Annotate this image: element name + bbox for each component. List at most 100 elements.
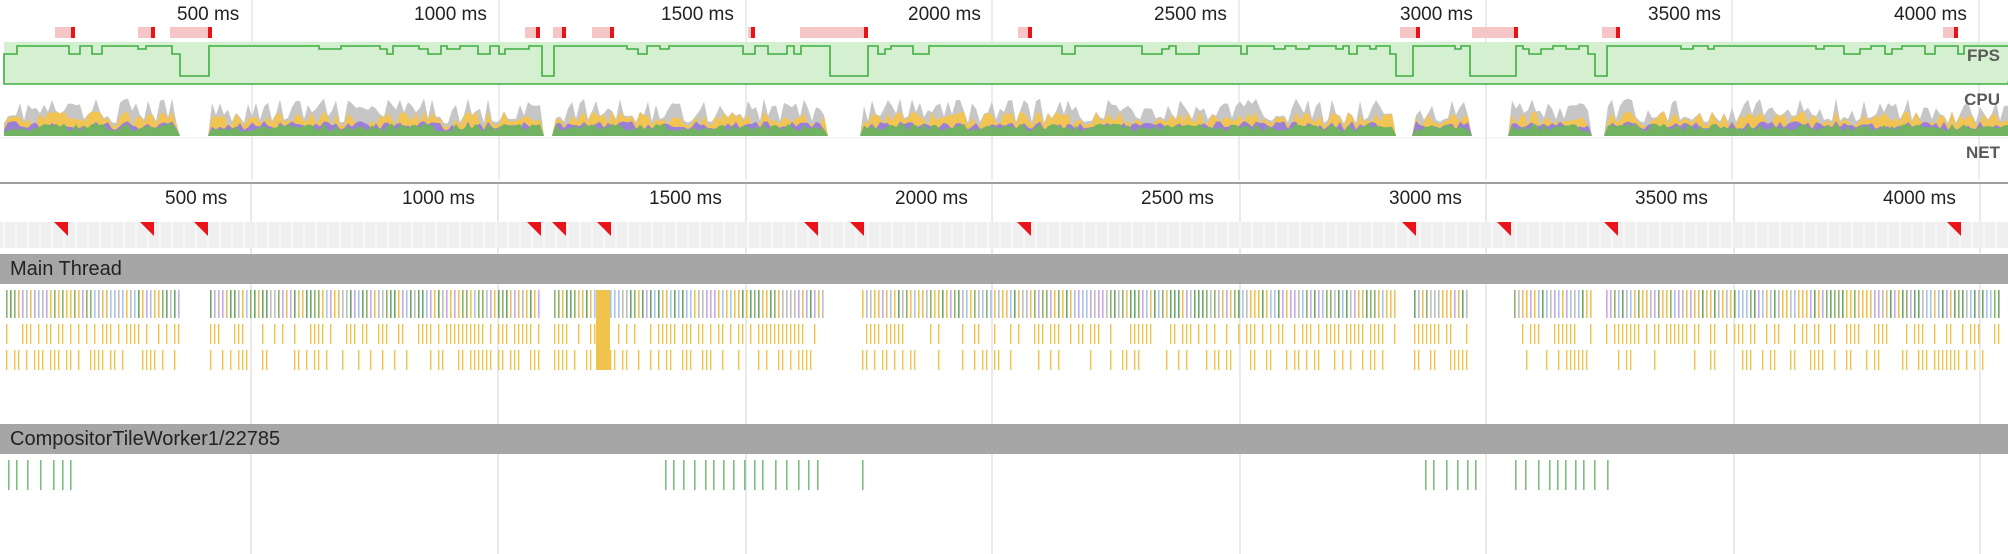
main-thread-header[interactable]: Main Thread	[0, 254, 2008, 284]
main-thread-subtask	[1966, 350, 1968, 370]
main-thread-event	[1082, 290, 1084, 318]
main-thread-task	[1190, 324, 1192, 344]
main-thread-task	[1450, 324, 1452, 344]
compositor-event	[16, 460, 18, 490]
main-thread-event	[1078, 290, 1080, 318]
main-thread-task	[1330, 324, 1332, 344]
main-thread-event	[1946, 290, 1948, 318]
main-thread-subtask	[1934, 350, 1936, 370]
main-thread-event	[1930, 290, 1932, 318]
main-thread-event	[118, 290, 120, 318]
main-thread-task	[318, 324, 320, 344]
compositor-event	[1475, 460, 1477, 490]
main-thread-event	[410, 290, 412, 318]
main-thread-event	[158, 290, 160, 318]
overview-frame-marker	[1602, 27, 1620, 38]
compositor-event	[1557, 460, 1559, 490]
main-thread-task	[786, 324, 788, 344]
main-thread-subtask	[1974, 350, 1976, 370]
overview-frame-marker	[592, 27, 614, 38]
main-thread-event	[458, 290, 460, 318]
main-thread-event	[1838, 290, 1840, 318]
main-thread-event	[970, 290, 972, 318]
main-thread-task	[1686, 324, 1688, 344]
main-thread-subtask	[1618, 350, 1620, 370]
main-thread-event	[642, 290, 644, 318]
main-thread-subtask	[866, 350, 868, 370]
main-thread-event	[1190, 290, 1192, 318]
main-thread-task	[1698, 324, 1700, 344]
main-thread-task	[710, 324, 712, 344]
main-thread-subtask	[1750, 350, 1752, 370]
overview-frame-marker-dropped	[71, 27, 75, 38]
main-thread-subtask	[114, 350, 116, 370]
main-thread-subtask	[174, 350, 176, 370]
main-thread-subtask	[1314, 350, 1316, 370]
main-thread-event	[634, 290, 636, 318]
main-thread-task	[70, 324, 72, 344]
main-thread-subtask	[610, 350, 612, 370]
main-thread-event	[798, 290, 800, 318]
main-thread-event	[1706, 290, 1708, 318]
main-thread-subtask	[42, 350, 44, 370]
main-thread-event	[1950, 290, 1952, 318]
fps-graph	[3, 45, 2008, 85]
main-thread-event	[1674, 290, 1676, 318]
main-thread-task	[470, 324, 472, 344]
main-thread-event	[6, 290, 8, 318]
main-thread-event	[414, 290, 416, 318]
main-thread-subtask	[430, 350, 432, 370]
main-thread-subtask	[614, 350, 616, 370]
main-thread-event	[1010, 290, 1012, 318]
main-thread-event	[1662, 290, 1664, 318]
main-thread-subtask	[566, 350, 568, 370]
main-thread-event	[1586, 290, 1588, 318]
main-thread-task	[562, 324, 564, 344]
main-thread-event	[1582, 290, 1584, 318]
main-thread-event	[1970, 290, 1972, 318]
main-thread-event	[154, 290, 156, 318]
main-thread-event	[250, 290, 252, 318]
main-thread-event	[246, 290, 248, 318]
main-thread-subtask	[102, 350, 104, 370]
timeline-overview[interactable]: FPS CPU NET 500 ms 1000 ms 1500 ms 2000 …	[0, 0, 2008, 184]
main-thread-event	[1070, 290, 1072, 318]
main-thread-event	[1318, 290, 1320, 318]
main-thread-subtask	[778, 350, 780, 370]
main-thread-event	[474, 290, 476, 318]
main-thread-task	[1034, 324, 1036, 344]
main-thread-task	[262, 324, 264, 344]
main-thread-subtask	[342, 350, 344, 370]
main-thread-event	[1118, 290, 1120, 318]
dropped-frame-marker	[140, 222, 154, 236]
main-thread-subtask	[326, 350, 328, 370]
timeline-flamechart[interactable]: 500 ms 1000 ms 1500 ms 2000 ms 2500 ms 3…	[0, 184, 2008, 554]
compositor-event	[673, 460, 675, 490]
main-thread-event	[878, 290, 880, 318]
main-thread-subtask	[1714, 350, 1716, 370]
main-thread-subtask	[1434, 350, 1436, 370]
main-thread-subtask	[874, 350, 876, 370]
overview-tick-4000: 4000 ms	[1894, 4, 1967, 25]
main-thread-event	[1618, 290, 1620, 318]
main-thread-task	[294, 324, 296, 344]
main-thread-event	[1802, 290, 1804, 318]
main-thread-task	[894, 324, 896, 344]
main-thread-subtask	[1906, 350, 1908, 370]
main-thread-event	[662, 290, 664, 318]
main-thread-event	[1622, 290, 1624, 318]
main-thread-event	[718, 290, 720, 318]
main-thread-event	[538, 290, 540, 318]
main-thread-subtask	[210, 350, 212, 370]
main-thread-task	[418, 324, 420, 344]
main-thread-event	[166, 290, 168, 318]
main-thread-task	[6, 324, 8, 344]
main-thread-subtask	[766, 350, 768, 370]
main-thread-event	[526, 290, 528, 318]
main-thread-subtask	[474, 350, 476, 370]
main-thread-event	[962, 290, 964, 318]
compositor-tile-worker-header[interactable]: CompositorTileWorker1/22785	[0, 424, 2008, 454]
main-thread-event	[390, 290, 392, 318]
main-thread-event	[1374, 290, 1376, 318]
main-thread-subtask	[1334, 350, 1336, 370]
